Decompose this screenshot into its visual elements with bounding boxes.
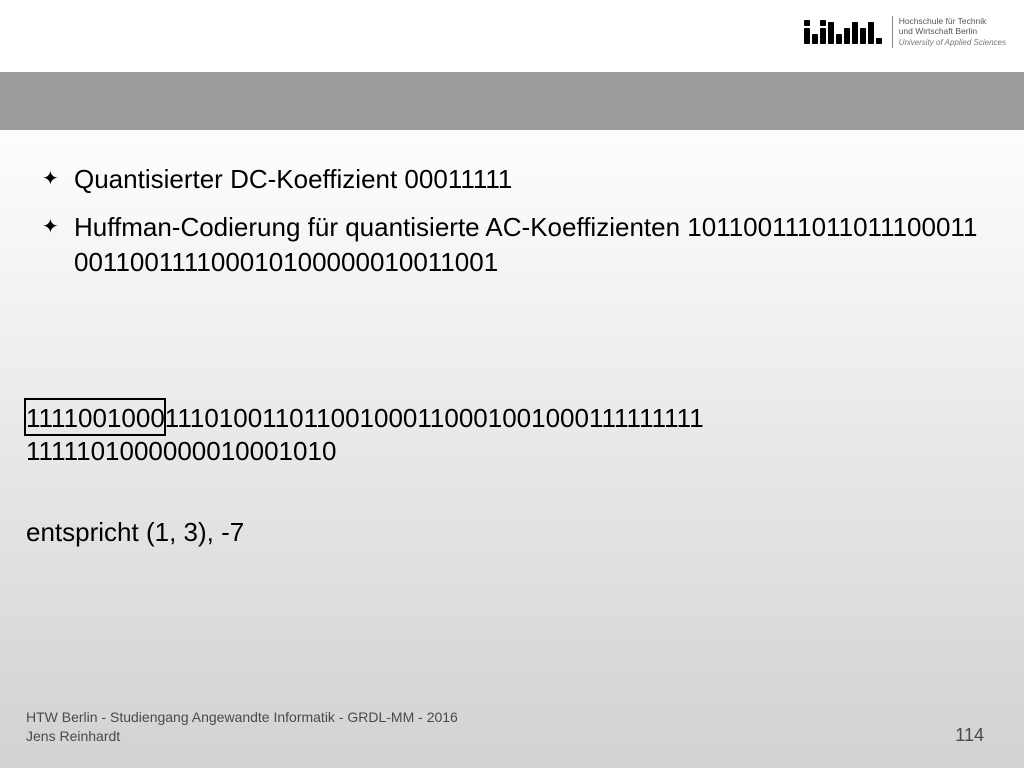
binary-block: 1111001000111010011011001000110001001000… xyxy=(26,402,984,469)
footer: HTW Berlin - Studiengang Angewandte Info… xyxy=(26,708,984,746)
htw-logo-icon xyxy=(804,16,882,44)
bullet-item: ✦ Quantisierter DC-Koeffizient 00011111 xyxy=(40,162,984,196)
logo-line1: Hochschule für Technik xyxy=(899,16,1006,26)
binary-line2: 1111101000000010001010 xyxy=(26,435,984,468)
logo-line2: und Wirtschaft Berlin xyxy=(899,26,1006,36)
footer-line1: HTW Berlin - Studiengang Angewandte Info… xyxy=(26,708,458,727)
logo-sub: University of Applied Sciences xyxy=(899,38,1006,48)
logo-text: Hochschule für Technik und Wirtschaft Be… xyxy=(892,16,1006,48)
binary-line1: 1111001000111010011011001000110001001000… xyxy=(26,402,984,435)
caption: entspricht (1, 3), -7 xyxy=(26,516,984,549)
page-number: 114 xyxy=(955,725,984,746)
bullet-text: Quantisierter DC-Koeffizient 00011111 xyxy=(74,162,984,196)
bullet-text: Huffman-Codierung für quantisierte AC-Ko… xyxy=(74,210,984,279)
content-area: ✦ Quantisierter DC-Koeffizient 00011111 … xyxy=(40,162,984,293)
bullet-marker-icon: ✦ xyxy=(40,210,74,244)
logo: Hochschule für Technik und Wirtschaft Be… xyxy=(804,16,1006,48)
footer-left: HTW Berlin - Studiengang Angewandte Info… xyxy=(26,708,458,746)
slide: Hochschule für Technik und Wirtschaft Be… xyxy=(0,0,1024,768)
bullet-marker-icon: ✦ xyxy=(40,162,74,196)
title-bar xyxy=(0,72,1024,130)
bullet-item: ✦ Huffman-Codierung für quantisierte AC-… xyxy=(40,210,984,279)
footer-line2: Jens Reinhardt xyxy=(26,727,458,746)
highlight-box xyxy=(24,398,166,436)
